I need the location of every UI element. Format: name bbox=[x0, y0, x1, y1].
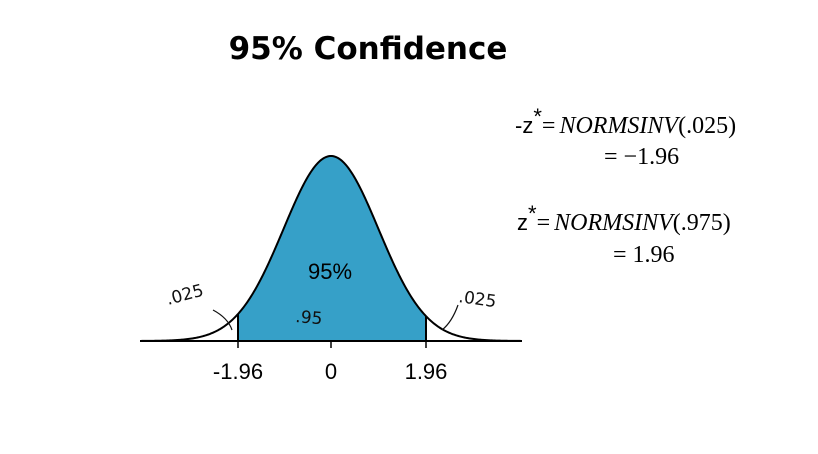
annotation: .025 bbox=[164, 281, 206, 310]
annotation: .025 bbox=[457, 287, 497, 312]
formula-eq: = bbox=[537, 210, 551, 236]
tick-label: 1.96 bbox=[405, 359, 448, 384]
formula-eq: = bbox=[542, 113, 556, 139]
formula-arg: (.025) bbox=[678, 113, 736, 139]
formula-lhs: -z bbox=[515, 113, 533, 138]
tick-label: 0 bbox=[325, 359, 337, 384]
formula-result: = 1.96 bbox=[613, 242, 675, 268]
formula: z*= NORMSINV(.975) bbox=[517, 201, 731, 236]
formula-arg: (.975) bbox=[673, 210, 731, 236]
normal-curve bbox=[140, 154, 522, 348]
tick-label: -1.96 bbox=[213, 359, 263, 384]
formula: -z*= NORMSINV(.025) bbox=[515, 104, 736, 139]
curve-line bbox=[140, 154, 522, 342]
formula-result: = −1.96 bbox=[604, 144, 679, 170]
formula-sup: * bbox=[533, 104, 542, 129]
formula-lhs: z bbox=[517, 210, 528, 235]
formula-func: NORMSINV bbox=[558, 113, 680, 139]
shaded-area bbox=[238, 156, 426, 341]
annotation: .95 bbox=[295, 307, 324, 329]
annotation-arrow bbox=[441, 304, 459, 331]
title: 95% Confidence bbox=[229, 31, 508, 67]
formula-func: NORMSINV bbox=[553, 210, 675, 236]
area-label: 95% bbox=[308, 259, 352, 284]
formula-sup: * bbox=[528, 201, 537, 226]
annotation-arrow bbox=[212, 309, 233, 331]
